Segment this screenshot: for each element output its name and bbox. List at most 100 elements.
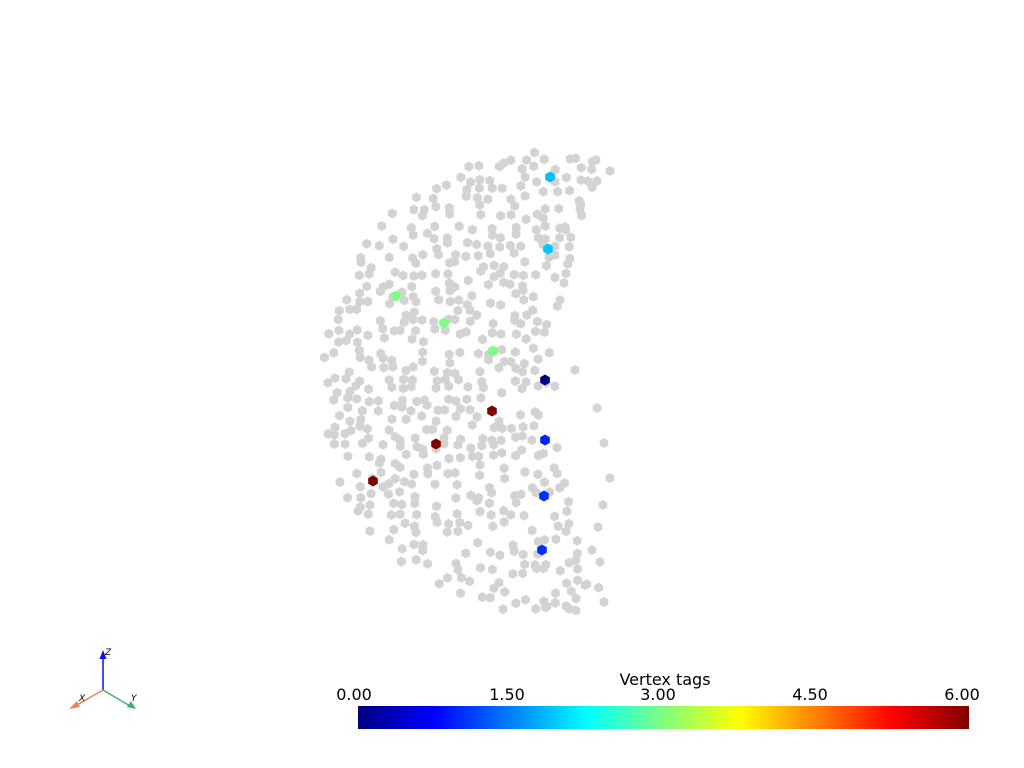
- vertex-point: [365, 500, 375, 510]
- z-axis-label: Z: [104, 648, 112, 658]
- vertex-point: [417, 270, 427, 281]
- vertex-point: [511, 288, 521, 299]
- vertex-point: [510, 201, 520, 211]
- vertex-point: [516, 180, 526, 191]
- vertex-point: [412, 192, 421, 203]
- vertex-point: [395, 486, 404, 497]
- vertex-point: [518, 285, 528, 296]
- vertex-point: [418, 249, 428, 260]
- vertex-point: [445, 285, 455, 296]
- vertex-point: [550, 381, 560, 392]
- vertex-point: [505, 240, 515, 251]
- vertex-point: [488, 564, 497, 575]
- vertex-point: [551, 588, 560, 599]
- vertex-point: [463, 381, 473, 392]
- vertex-point: [389, 524, 399, 535]
- vertex-point: [580, 580, 590, 590]
- vertex-point: [497, 344, 507, 355]
- vertex-point: [495, 242, 504, 252]
- vertex-point: [364, 509, 373, 520]
- vertex-point: [431, 268, 440, 279]
- vertex-point: [456, 588, 465, 599]
- colorbar-tick-1: 1.50: [489, 685, 525, 704]
- vertex-point: [334, 337, 343, 348]
- vertex-point: [521, 377, 531, 387]
- vertex-point: [343, 492, 352, 503]
- vertex-point: [408, 314, 418, 325]
- vertex-point: [539, 154, 549, 165]
- vertex-point: [494, 362, 504, 373]
- tagged-vertex-tag-3: [391, 290, 401, 302]
- vertex-point: [518, 366, 527, 377]
- tagged-vertex-tag-6: [431, 438, 441, 450]
- vertex-point: [376, 315, 385, 326]
- vertex-point: [430, 324, 439, 334]
- vertex-point: [330, 373, 340, 384]
- vertex-point: [538, 213, 548, 224]
- vertex-point: [465, 404, 475, 415]
- vertex-point: [409, 204, 419, 215]
- vertex-point: [509, 269, 519, 280]
- vertex-point: [455, 347, 465, 358]
- vertex-point: [551, 534, 561, 545]
- vertex-point: [433, 405, 443, 416]
- vertex-point: [519, 270, 528, 281]
- colorbar-gradient: [358, 706, 969, 729]
- vertex-point: [443, 237, 452, 248]
- vertex-point: [489, 260, 499, 271]
- vertex-point: [443, 572, 452, 583]
- vertex-point: [499, 463, 509, 474]
- vertex-point: [456, 172, 466, 183]
- vertex-point: [517, 445, 526, 456]
- vertex-point: [560, 222, 570, 232]
- vertex-point: [385, 279, 394, 290]
- vertex-point: [566, 232, 576, 243]
- vertex-point: [443, 468, 453, 479]
- vertex-point: [464, 161, 474, 172]
- vertex-point: [476, 392, 486, 403]
- vertex-point: [542, 601, 552, 611]
- vertex-point: [476, 209, 485, 220]
- vertex-point: [407, 334, 417, 345]
- tagged-vertex-tag-2: [543, 243, 553, 255]
- vertex-point: [496, 232, 505, 243]
- vertex-point: [408, 230, 418, 241]
- vertex-point: [499, 517, 509, 527]
- tagged-vertices: [368, 171, 555, 556]
- vertex-point: [520, 559, 529, 570]
- vertex-point: [497, 183, 507, 194]
- vertex-point: [409, 469, 419, 480]
- vertex-point: [533, 316, 542, 327]
- z-axis-arrow-icon: [99, 650, 107, 659]
- vertex-point: [559, 278, 569, 288]
- vertex-point: [562, 578, 571, 589]
- vertex-point: [473, 250, 483, 261]
- vertex-point: [466, 316, 475, 327]
- vertex-point: [529, 161, 538, 172]
- vertex-point: [527, 435, 537, 446]
- vertex-point: [450, 314, 460, 325]
- vertex-point: [520, 358, 529, 369]
- vertex-point: [406, 381, 416, 392]
- vertex-point: [550, 164, 560, 175]
- vertex-point: [362, 281, 371, 292]
- vertex-point: [451, 411, 461, 422]
- vertex-point: [540, 327, 549, 338]
- vertex-point: [539, 563, 548, 574]
- vertex-point: [564, 496, 573, 507]
- vertex-point: [388, 234, 398, 245]
- vertex-point: [329, 429, 339, 440]
- vertex-point: [452, 508, 462, 519]
- vertex-point: [573, 563, 582, 574]
- vertex-point: [564, 518, 574, 529]
- vertex-point: [363, 330, 373, 341]
- vertex-point: [508, 568, 518, 579]
- vertex-point: [395, 325, 405, 336]
- vertex-point: [519, 294, 528, 305]
- colorbar-tick-2: 3.00: [640, 685, 676, 704]
- vertex-point: [544, 347, 554, 358]
- vertex-point: [335, 410, 344, 421]
- vertex-point: [533, 469, 543, 480]
- vertex-point: [375, 240, 384, 251]
